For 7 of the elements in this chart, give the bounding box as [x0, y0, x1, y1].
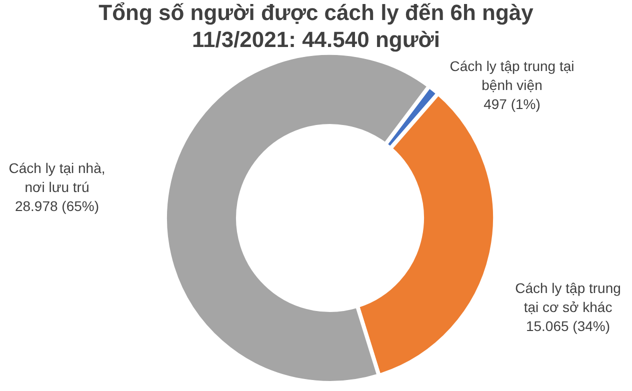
data-label: 497 (1%) — [484, 96, 540, 112]
slice-label: Cách ly tập trung tại bệnh viện — [450, 58, 574, 93]
chart-title: Tổng số người được cách ly đến 6h ngày 11/3/2021: 44.540 người — [98, 0, 534, 52]
slice-label: Cách ly tại nhà, nơi lưu trú — [8, 160, 106, 195]
slice-label: Cách ly tập trung tại cơ sở khác — [515, 280, 621, 315]
data-label: 15.065 (34%) — [526, 318, 610, 334]
data-label: 28.978 (65%) — [14, 198, 100, 214]
